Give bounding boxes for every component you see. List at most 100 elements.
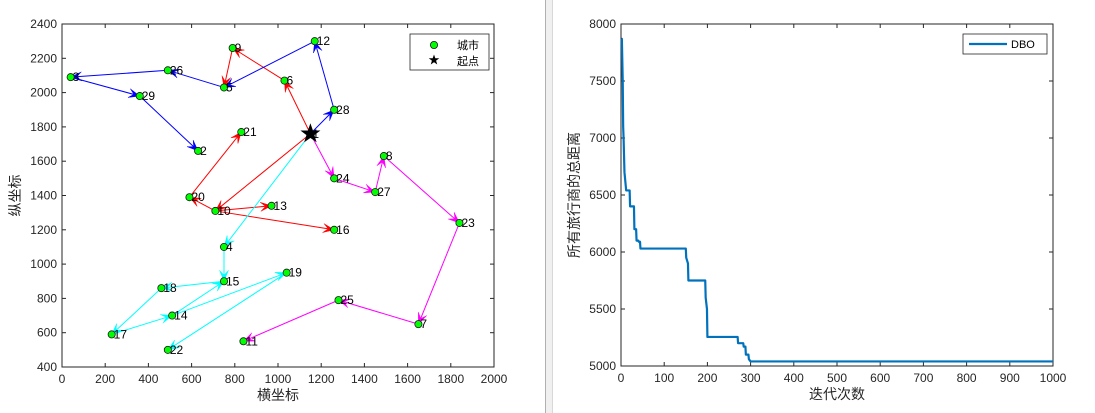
city-point bbox=[107, 330, 116, 339]
route-segment-blue bbox=[314, 41, 335, 110]
y-tick-label: 1400 bbox=[30, 189, 57, 203]
legend-star-marker bbox=[428, 54, 440, 65]
y-tick-label: 6500 bbox=[589, 188, 616, 202]
y-tick-label: 1600 bbox=[30, 154, 57, 168]
convergence-chart: 0 100 200 300 400 500 600 700 800 900 1000 5000 5500… bbox=[566, 17, 1067, 403]
route-segment-red bbox=[284, 80, 311, 134]
route-segment-magenta bbox=[338, 299, 419, 325]
city-point bbox=[282, 268, 291, 277]
route-arrowhead bbox=[160, 282, 173, 292]
x-tick-label: 100 bbox=[654, 371, 674, 385]
city-point bbox=[135, 92, 144, 101]
route-segment-blue bbox=[223, 40, 315, 88]
city-point bbox=[211, 206, 220, 215]
y-tick-label: 5500 bbox=[589, 302, 616, 316]
y-tick-label: 6000 bbox=[589, 245, 616, 259]
route-segment-cyan bbox=[111, 315, 173, 335]
city-label: 18 bbox=[163, 281, 177, 295]
route-segment-magenta bbox=[243, 299, 339, 342]
y-tick-label: 2200 bbox=[30, 51, 57, 65]
city-point bbox=[330, 174, 339, 183]
x-tick-label: 0 bbox=[59, 372, 66, 386]
route-segment-red bbox=[215, 205, 272, 212]
y-tick-label: 600 bbox=[37, 326, 57, 340]
route-segment-cyan bbox=[171, 280, 225, 316]
city-label: 9 bbox=[235, 41, 242, 55]
city-label: 10 bbox=[217, 204, 231, 218]
route-segment-magenta bbox=[383, 155, 460, 224]
city-point bbox=[310, 37, 319, 46]
route-chart: 0 200 400 600 800 1000 1200 1400 1600 1800 2000 400… bbox=[8, 17, 508, 404]
legend-start-label: 起点 bbox=[457, 55, 479, 68]
x-tick-label: 600 bbox=[870, 371, 890, 385]
x-tick-label: 800 bbox=[957, 371, 977, 385]
city-point bbox=[219, 242, 228, 251]
route-arrowhead bbox=[219, 270, 229, 282]
start-star-marker bbox=[300, 123, 321, 143]
city-label: 21 bbox=[243, 125, 257, 139]
city-point bbox=[194, 146, 203, 155]
y-tick-label: 7000 bbox=[589, 131, 616, 145]
city-point bbox=[228, 44, 237, 53]
city-point bbox=[239, 337, 248, 346]
city-label: 3 bbox=[73, 70, 80, 84]
route-arrowhead bbox=[260, 202, 273, 212]
x-tick-label: 1200 bbox=[308, 372, 335, 386]
y-tick-label: 5000 bbox=[589, 359, 616, 373]
route-segment-cyan bbox=[167, 272, 287, 351]
panel-divider[interactable] bbox=[545, 0, 553, 413]
city-label: 5 bbox=[226, 80, 233, 94]
series-line-dbo bbox=[620, 37, 1053, 363]
route-segment-magenta bbox=[417, 222, 460, 325]
city-point bbox=[414, 320, 423, 329]
city-label: 15 bbox=[226, 274, 240, 288]
city-label: 7 bbox=[420, 317, 427, 331]
route-segment-red bbox=[215, 210, 335, 231]
route-segment-red bbox=[189, 131, 242, 198]
y-tick-label: 7500 bbox=[589, 74, 616, 88]
route-segment-cyan bbox=[111, 287, 162, 335]
x-tick-label: 400 bbox=[138, 372, 158, 386]
x-tick-label: 1400 bbox=[351, 372, 378, 386]
route-segment-red bbox=[232, 47, 285, 82]
city-label: 20 bbox=[191, 190, 205, 204]
legend-series-label: DBO bbox=[1011, 39, 1035, 51]
city-point bbox=[66, 73, 75, 82]
x-tick-label: 700 bbox=[913, 371, 933, 385]
x-tick-label: 1600 bbox=[394, 372, 421, 386]
city-point bbox=[334, 296, 343, 305]
city-label: 12 bbox=[317, 34, 331, 48]
plot-area bbox=[61, 23, 495, 368]
city-label: 22 bbox=[170, 343, 184, 357]
city-point bbox=[379, 152, 388, 161]
y-tick-label: 2000 bbox=[30, 86, 57, 100]
y-tick-label: 2400 bbox=[30, 17, 57, 31]
city-label: 16 bbox=[336, 223, 350, 237]
route-segment-blue bbox=[167, 69, 225, 88]
city-point bbox=[455, 218, 464, 227]
route-segment-cyan bbox=[161, 280, 225, 289]
city-label: 24 bbox=[336, 171, 350, 185]
legend-city-marker bbox=[429, 41, 438, 50]
city-label: 8 bbox=[386, 149, 393, 163]
route-segment-red bbox=[215, 133, 311, 212]
city-label: 27 bbox=[377, 185, 391, 199]
route-segment-blue bbox=[70, 76, 140, 97]
city-label: 17 bbox=[114, 327, 128, 341]
city-label: 14 bbox=[174, 309, 188, 323]
city-point bbox=[280, 76, 289, 85]
city-point bbox=[371, 188, 380, 197]
x-tick-label: 0 bbox=[618, 371, 625, 385]
route-segment-magenta bbox=[309, 133, 335, 179]
x-tick-label: 200 bbox=[95, 372, 115, 386]
city-point bbox=[237, 128, 246, 137]
x-tick-label: 400 bbox=[784, 371, 804, 385]
convergence-chart-panel: 0 100 200 300 400 500 600 700 800 900 1000 5000 5500… bbox=[553, 0, 1095, 413]
x-tick-label: 2000 bbox=[481, 372, 508, 386]
x-tick-label: 300 bbox=[741, 371, 761, 385]
city-point bbox=[168, 311, 177, 320]
city-label: 26 bbox=[170, 63, 184, 77]
city-label: 6 bbox=[286, 74, 293, 88]
route-segment-magenta bbox=[334, 177, 376, 193]
x-tick-label: 1800 bbox=[437, 372, 464, 386]
